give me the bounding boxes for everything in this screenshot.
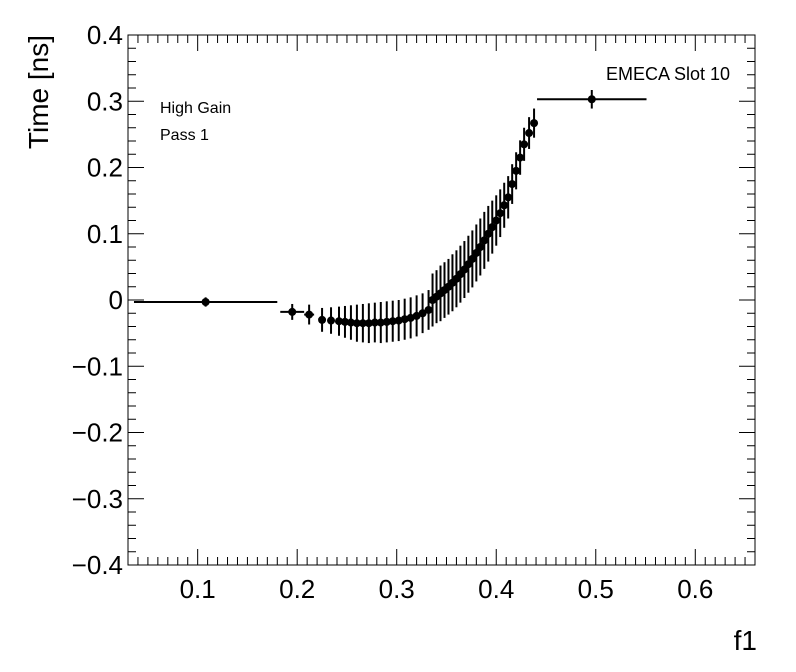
point-marker xyxy=(500,201,509,210)
point-marker xyxy=(488,223,497,232)
point-marker xyxy=(376,318,385,327)
data-point xyxy=(516,140,525,175)
data-point xyxy=(334,306,343,336)
x-tick-label: 0.6 xyxy=(677,574,713,604)
data-point xyxy=(280,303,305,320)
data-point xyxy=(412,295,421,337)
data-point xyxy=(496,189,505,238)
point-marker xyxy=(424,305,433,314)
data-point xyxy=(318,307,327,332)
data-point xyxy=(492,195,501,246)
data-point xyxy=(358,303,367,343)
point-marker xyxy=(484,229,493,238)
x-axis-title: f1 xyxy=(734,625,757,656)
y-tick-label: −0.4 xyxy=(72,550,123,580)
plot-frame xyxy=(127,34,756,566)
y-tick-label: 0.4 xyxy=(87,20,123,50)
point-marker xyxy=(496,209,505,218)
point-marker xyxy=(412,311,421,320)
data-point xyxy=(394,300,403,342)
tick-labels: 0.1 0.2 0.3 0.4 0.5 0.6 −0.4 −0.3 −0.2 −0.1 0 0.1 0.… xyxy=(72,20,714,604)
y-axis-title: Time [ns] xyxy=(23,35,54,149)
data-point xyxy=(388,300,397,342)
point-marker xyxy=(394,316,403,325)
data-point xyxy=(500,182,509,228)
point-marker xyxy=(530,119,539,128)
y-tick-label: 0.1 xyxy=(87,219,123,249)
annotation-gain: High Gain xyxy=(160,100,231,117)
data-point xyxy=(327,307,336,334)
y-tick-label: −0.3 xyxy=(72,484,123,514)
point-marker xyxy=(288,307,297,316)
point-marker xyxy=(358,319,367,328)
point-marker xyxy=(370,318,379,327)
data-point xyxy=(512,152,521,190)
x-tick-label: 0.5 xyxy=(578,574,614,604)
y-tick-label: 0.3 xyxy=(87,86,123,116)
data-point xyxy=(364,303,373,344)
point-marker xyxy=(504,193,513,202)
point-marker xyxy=(520,140,529,149)
data-point xyxy=(520,127,529,161)
data-point xyxy=(476,218,485,276)
y-tick-label: −0.1 xyxy=(72,351,123,381)
x-tick-label: 0.2 xyxy=(279,574,315,604)
point-marker xyxy=(587,95,596,104)
x-tick-label: 0.1 xyxy=(180,574,216,604)
data-point xyxy=(352,304,361,342)
data-point xyxy=(472,224,481,282)
point-marker xyxy=(508,180,517,189)
y-tick-label: 0.2 xyxy=(87,153,123,183)
point-marker xyxy=(476,243,485,251)
point-marker xyxy=(400,315,409,324)
data-point xyxy=(488,200,497,254)
point-marker xyxy=(201,297,210,306)
y-tick-label: −0.2 xyxy=(72,418,123,448)
point-marker xyxy=(418,309,427,318)
point-marker xyxy=(340,317,349,326)
data-point xyxy=(468,230,477,288)
point-marker xyxy=(468,254,477,263)
data-point xyxy=(304,304,315,325)
point-marker xyxy=(346,318,355,327)
point-marker xyxy=(525,129,534,138)
point-marker xyxy=(512,166,521,175)
point-marker xyxy=(388,317,397,326)
point-marker xyxy=(472,248,481,257)
point-marker xyxy=(327,316,336,325)
data-point xyxy=(504,176,513,219)
data-point xyxy=(530,108,539,138)
data-point xyxy=(424,290,433,330)
annotation-pass: Pass 1 xyxy=(160,127,209,144)
point-marker xyxy=(382,317,391,326)
data-point xyxy=(418,293,427,334)
annotation-slot: EMECA Slot 10 xyxy=(606,64,730,84)
data-point xyxy=(370,302,379,343)
data-point xyxy=(340,305,349,338)
point-marker xyxy=(364,319,373,328)
point-marker xyxy=(334,317,343,326)
x-tick-label: 0.3 xyxy=(379,574,415,604)
point-marker xyxy=(352,319,361,328)
data-point xyxy=(346,305,355,340)
point-marker xyxy=(516,153,525,162)
point-marker xyxy=(480,236,489,245)
point-marker xyxy=(318,315,327,324)
data-point xyxy=(484,205,493,262)
data-point xyxy=(480,211,489,269)
data-point xyxy=(133,297,278,307)
data-point xyxy=(400,298,409,340)
data-point xyxy=(525,117,534,149)
point-marker xyxy=(492,216,501,225)
point-marker xyxy=(305,310,314,319)
data-point xyxy=(382,301,391,343)
y-tick-label: 0 xyxy=(109,285,123,315)
x-tick-label: 0.4 xyxy=(478,574,514,604)
data-marks xyxy=(133,89,647,344)
data-point xyxy=(537,89,647,109)
data-point xyxy=(376,301,385,344)
